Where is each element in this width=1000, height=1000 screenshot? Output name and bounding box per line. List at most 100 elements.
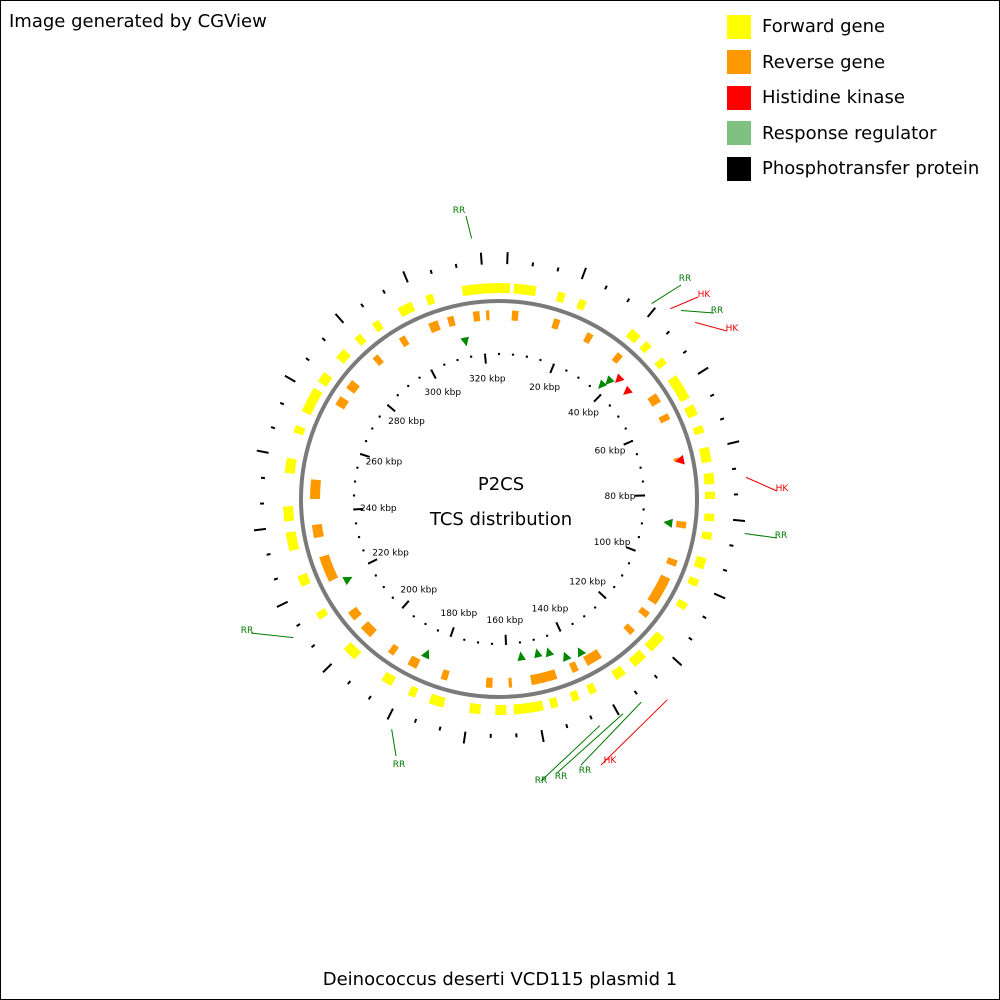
rr-callout-line: [744, 533, 778, 539]
forward-gene: [687, 576, 700, 587]
kbp-label: 40 kbp: [568, 408, 599, 418]
ruler-dot: [620, 574, 624, 577]
phosphotransfer-tick: [732, 518, 746, 522]
phosphotransfer-tick: [429, 269, 433, 275]
ruler-dot: [635, 452, 639, 456]
ruler-dot: [525, 355, 529, 358]
ruler-dot: [401, 606, 405, 609]
reverse-gene: [583, 649, 602, 666]
reverse-gene: [428, 320, 441, 334]
phosphotransfer-tick: [270, 426, 276, 430]
forward-gene: [397, 301, 416, 318]
phosphotransfer-tick: [413, 718, 418, 724]
legend-label: Histidine kinase: [762, 87, 905, 109]
forward-gene: [625, 328, 641, 344]
kbp-label: 80 kbp: [604, 492, 635, 502]
rr-callout-line: [465, 215, 473, 239]
kbp-label: 300 kbp: [424, 388, 461, 398]
rr-callout-label: RR: [241, 626, 254, 636]
rr-callout-label: RR: [555, 772, 568, 782]
ruler-dot: [545, 634, 549, 637]
ruler-dot: [633, 549, 636, 552]
hk-callout-line: [745, 476, 778, 492]
legend-swatch: [727, 156, 751, 181]
forward-gene: [468, 702, 482, 715]
rr-callout-line: [580, 701, 642, 766]
phosphotransfer-tick: [729, 544, 734, 547]
ruler-dot: [640, 522, 644, 525]
ruler-dot: [476, 641, 480, 644]
response-regulator-marker: [534, 648, 543, 659]
ruler-dot: [571, 622, 574, 626]
rr-callout-label: RR: [711, 306, 724, 316]
ruler-dot: [449, 634, 453, 637]
rr-callout-line: [556, 713, 624, 774]
phosphotransfer-tick: [727, 440, 740, 446]
forward-gene: [569, 689, 580, 702]
hk-callout-line: [670, 296, 699, 310]
legend-label: Reverse gene: [762, 51, 886, 73]
rr-callout-label: RR: [535, 776, 548, 786]
ruler-major-tick: [597, 590, 606, 598]
ruler-dot: [539, 358, 542, 362]
reverse-gene: [675, 520, 687, 529]
reverse-gene: [310, 479, 321, 500]
reverse-gene: [472, 311, 481, 322]
forward-gene: [372, 319, 384, 333]
response-regulator-marker: [563, 651, 572, 662]
rr-callout-label: RR: [393, 760, 406, 770]
forward-gene: [513, 283, 537, 297]
forward-gene: [354, 333, 367, 346]
ruler-dot: [565, 369, 568, 372]
rr-callout-label: RR: [453, 206, 466, 216]
ruler-dot: [364, 439, 368, 443]
ruler-dot: [443, 363, 446, 366]
forward-gene: [692, 425, 705, 436]
forward-gene: [407, 685, 419, 698]
phosphotransfer-tick: [580, 267, 587, 280]
legend-label: Response regulator: [762, 122, 937, 144]
phosphotransfer-tick: [367, 695, 372, 700]
ruler-major-tick: [549, 365, 555, 374]
center-subtitle: TCS distribution: [429, 509, 572, 530]
phosphotransfer-tick: [360, 303, 365, 308]
forward-gene: [698, 446, 712, 464]
hk-callout-label: HK: [604, 756, 618, 766]
ruler-dot: [552, 363, 555, 366]
phosphotransfer-tick: [646, 307, 657, 318]
phosphotransfer-tick: [731, 467, 737, 471]
reverse-gene: [407, 655, 421, 669]
reverse-gene: [348, 606, 362, 621]
kbp-label: 240 kbp: [360, 504, 397, 514]
forward-gene: [343, 642, 362, 660]
phosphotransfer-tick: [612, 703, 620, 716]
legend-swatch: [727, 50, 751, 75]
reverse-gene: [335, 396, 349, 410]
ruler-dot: [624, 427, 627, 430]
ruler-major-tick: [369, 558, 378, 564]
ruler-dot: [630, 439, 634, 443]
legend-item-forward-gene: Forward gene: [727, 9, 979, 45]
forward-gene: [555, 291, 566, 304]
forward-gene: [611, 665, 626, 681]
forward-gene: [693, 555, 707, 570]
forward-gene: [586, 682, 598, 695]
ruler-dot: [642, 508, 645, 511]
ruler-dot: [378, 415, 381, 418]
response-regulator-marker: [420, 649, 430, 660]
phosphotransfer-tick: [310, 644, 316, 649]
phosphotransfer-tick: [347, 680, 352, 685]
ruler-dot: [371, 427, 374, 430]
phosphotransfer-tick: [697, 366, 709, 375]
reverse-gene: [638, 606, 650, 618]
ruler-dot: [588, 384, 591, 388]
ruler-dot: [603, 596, 607, 599]
histidine-kinase-marker: [614, 373, 625, 384]
phosphotransfer-tick: [556, 267, 560, 272]
kbp-label: 220 kbp: [372, 549, 409, 559]
phosphotransfer-tick: [386, 708, 394, 720]
forward-gene: [639, 341, 652, 354]
ruler-dot: [418, 376, 421, 379]
phosphotransfer-tick: [279, 401, 285, 406]
hk-callout-label: HK: [726, 324, 740, 334]
